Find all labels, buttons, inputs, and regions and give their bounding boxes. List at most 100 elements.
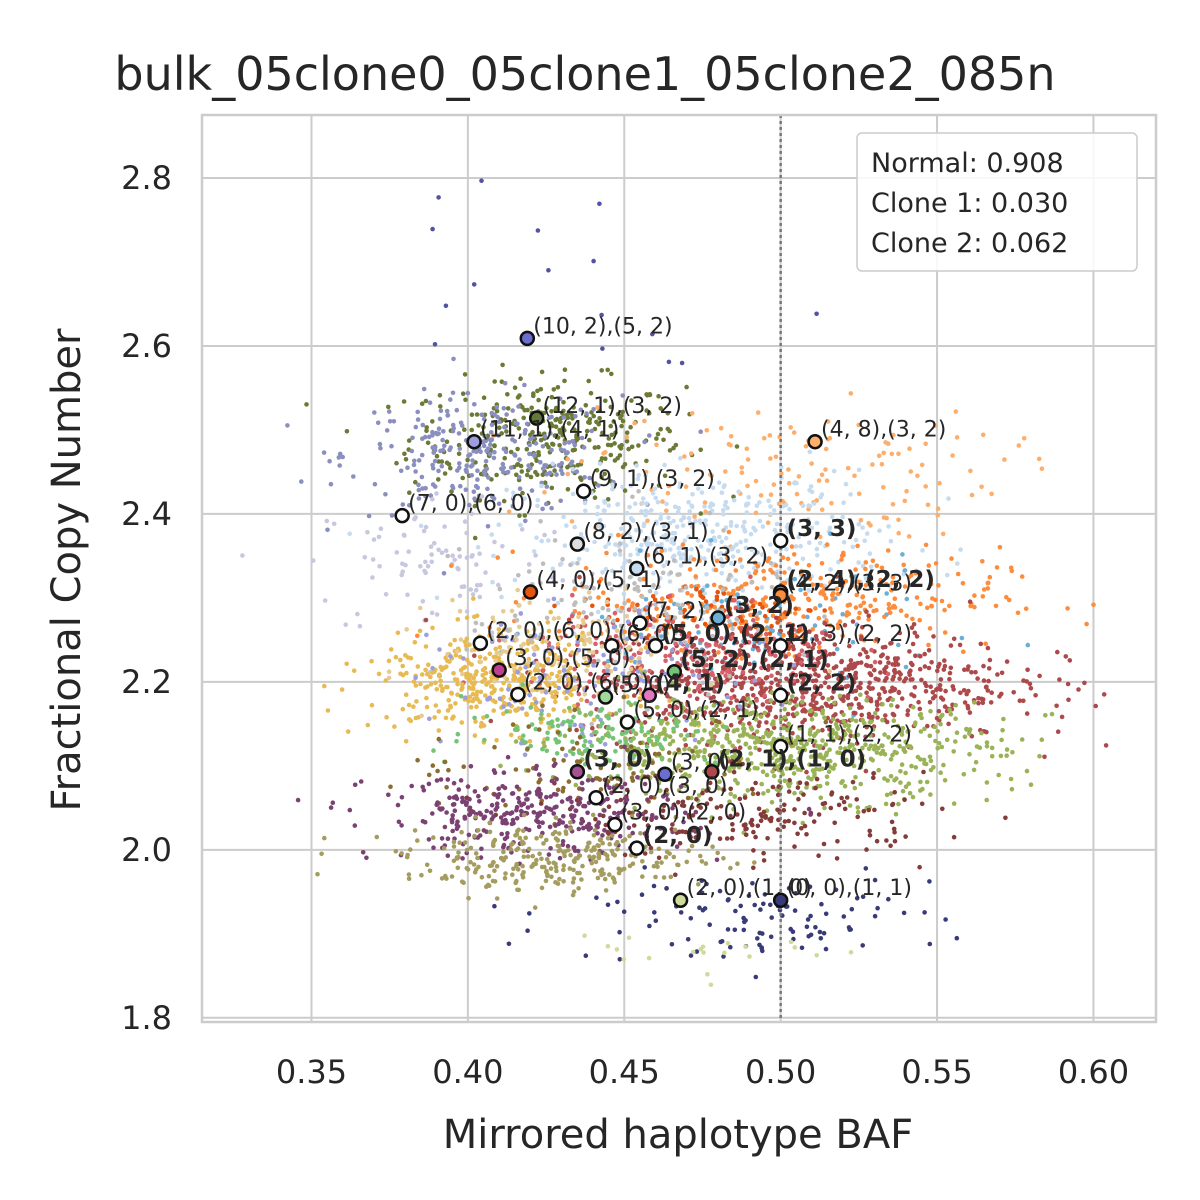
data-point [754, 632, 759, 637]
data-point [967, 599, 973, 604]
data-point [786, 630, 792, 636]
data-point [655, 632, 660, 637]
data-point [810, 627, 815, 632]
data-point [896, 530, 901, 536]
data-point [834, 856, 840, 861]
data-point [557, 628, 562, 634]
data-point [603, 619, 609, 624]
data-point [453, 652, 459, 658]
data-point [738, 539, 743, 545]
data-point [754, 612, 760, 617]
data-point [423, 485, 428, 491]
data-point [677, 481, 683, 486]
data-point [739, 626, 745, 631]
data-point [560, 556, 565, 562]
data-point [638, 703, 644, 709]
data-point [805, 614, 810, 620]
data-point [526, 562, 532, 567]
data-point [666, 618, 671, 624]
data-point [754, 586, 760, 591]
data-point [646, 730, 651, 735]
data-point [472, 614, 477, 620]
data-point [740, 670, 746, 675]
data-point [878, 751, 884, 757]
data-point [405, 655, 411, 660]
data-point [679, 647, 684, 653]
data-point [881, 450, 886, 456]
data-point [439, 667, 445, 673]
data-point [606, 541, 612, 546]
data-point [586, 378, 591, 384]
cluster-3 [491, 391, 1045, 549]
data-point [903, 770, 908, 776]
data-point [544, 501, 549, 507]
data-point [444, 785, 449, 790]
data-point [471, 696, 477, 702]
data-point [563, 753, 569, 758]
data-point [588, 712, 593, 717]
data-point [979, 484, 984, 490]
data-point [545, 620, 551, 625]
data-point [746, 495, 751, 500]
data-point [678, 456, 683, 461]
data-point [512, 577, 518, 583]
data-point [695, 624, 700, 629]
data-point [606, 804, 612, 809]
data-point [840, 581, 846, 586]
data-point [914, 595, 920, 600]
data-point [985, 580, 991, 586]
data-point [820, 727, 825, 733]
data-point [412, 640, 418, 645]
data-point [572, 722, 577, 728]
data-point [513, 739, 519, 744]
data-point [786, 524, 791, 529]
data-point [706, 692, 711, 697]
data-point [482, 676, 488, 682]
data-point [526, 827, 532, 833]
data-point [822, 801, 828, 806]
data-point [863, 560, 869, 565]
data-point [618, 526, 624, 531]
data-point [730, 631, 735, 637]
data-point [703, 599, 709, 604]
data-point [794, 491, 800, 497]
data-point [365, 530, 370, 535]
data-point [828, 606, 833, 611]
data-point [792, 820, 797, 826]
data-point [636, 489, 641, 494]
data-point [801, 792, 806, 797]
data-point [462, 372, 468, 377]
data-point [701, 712, 706, 718]
data-point [997, 694, 1002, 699]
data-point [746, 570, 752, 576]
data-point [458, 694, 464, 699]
data-point [679, 632, 685, 637]
data-point [544, 442, 549, 447]
data-point [973, 669, 978, 675]
data-point [524, 472, 530, 478]
data-point [804, 785, 809, 790]
data-point [472, 402, 477, 407]
data-point [947, 676, 952, 682]
data-point [530, 429, 535, 435]
data-point [818, 591, 823, 596]
data-point [457, 446, 463, 451]
data-point [579, 459, 584, 464]
data-point [677, 588, 683, 593]
data-point [444, 439, 450, 445]
data-point [695, 486, 701, 491]
data-point [818, 495, 823, 500]
data-point [470, 458, 475, 463]
data-point [733, 681, 739, 686]
data-point [1000, 727, 1005, 733]
data-point [415, 664, 421, 669]
data-point [386, 409, 392, 414]
data-point [492, 379, 498, 384]
data-point [775, 670, 780, 676]
data-point [765, 520, 771, 525]
data-point [587, 595, 593, 601]
data-point [883, 713, 888, 718]
data-point [667, 520, 673, 526]
data-point [677, 484, 682, 490]
data-point [919, 677, 924, 683]
